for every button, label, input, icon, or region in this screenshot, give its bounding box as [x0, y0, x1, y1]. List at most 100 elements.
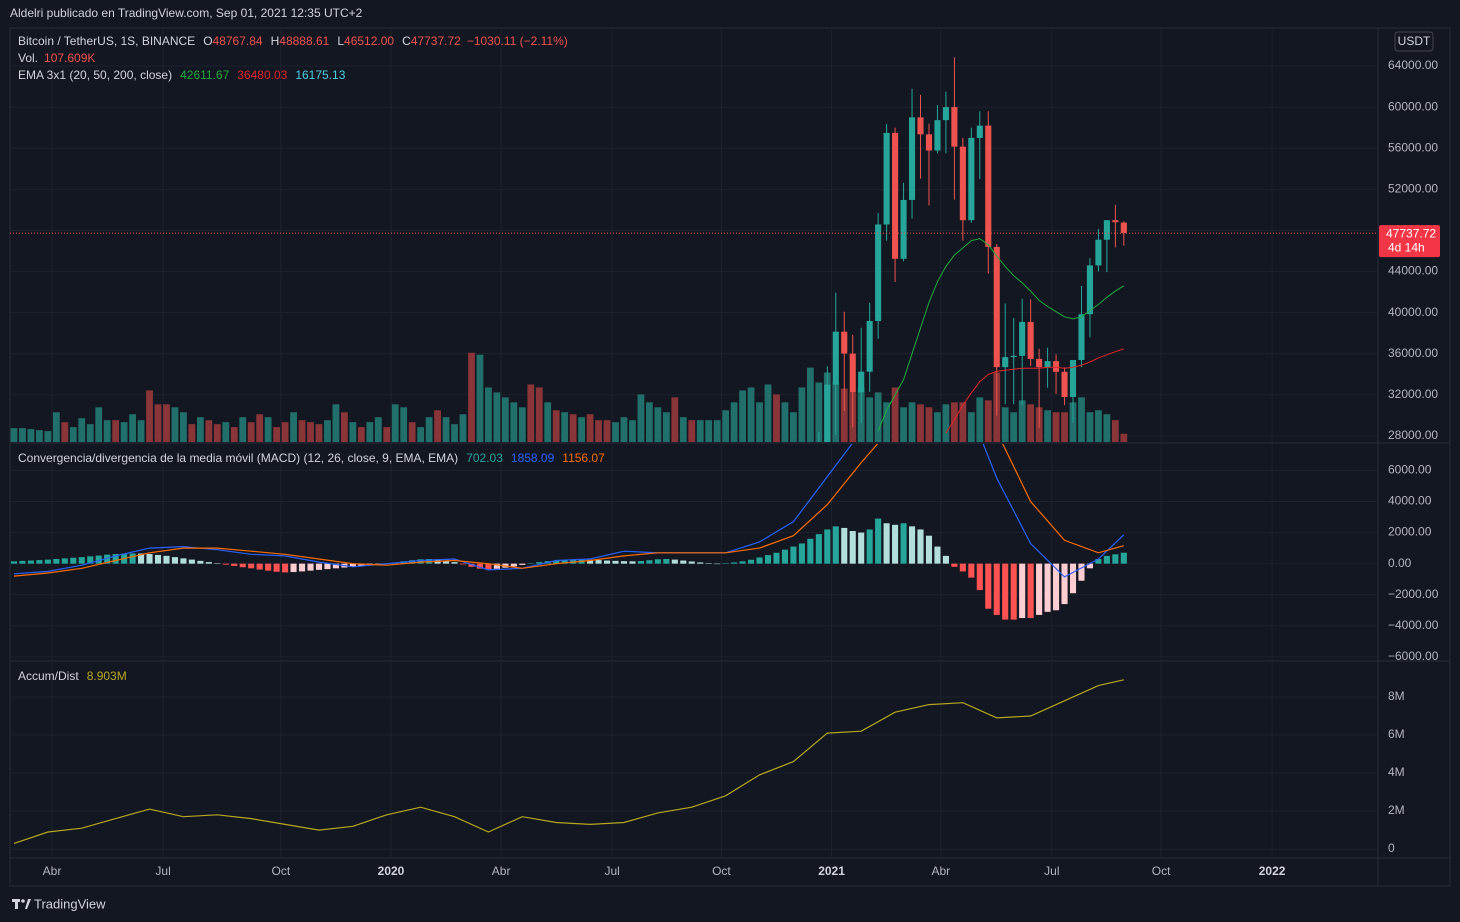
- volume-bar: [154, 404, 162, 442]
- x-tick-label: Jul: [604, 864, 619, 878]
- x-tick-label: Abr: [931, 864, 950, 878]
- y-tick-label: 2000.00: [1388, 525, 1432, 539]
- ema-line: [945, 348, 1124, 434]
- histogram-bar: [222, 563, 229, 565]
- volume-bar: [459, 414, 467, 442]
- histogram-bar: [129, 553, 136, 564]
- legend-key: O: [203, 34, 212, 48]
- ad-title: Accum/Dist: [18, 669, 79, 683]
- histogram-bar: [298, 563, 306, 572]
- price-pane: [10, 57, 1128, 442]
- histogram-bar: [976, 563, 983, 591]
- volume-bar: [942, 404, 950, 442]
- volume-bar: [366, 422, 374, 442]
- histogram-bar: [841, 527, 848, 564]
- macd-legend: Convergencia/divergencia de la media móv…: [18, 451, 605, 465]
- volume-bar: [391, 404, 399, 442]
- y-tick-label: 8M: [1388, 689, 1405, 703]
- volume-bar: [264, 417, 272, 442]
- histogram-bar: [27, 560, 34, 564]
- histogram-bar: [654, 559, 661, 564]
- volume-bar: [1061, 412, 1068, 442]
- candle-body: [1010, 355, 1017, 358]
- volume-bar: [976, 397, 984, 442]
- volume-bar: [205, 420, 213, 442]
- candle-body: [1086, 265, 1093, 315]
- histogram-bar: [637, 561, 644, 564]
- volume-bar: [180, 412, 187, 442]
- y-tick-label: 52000.00: [1388, 182, 1438, 196]
- histogram-bar: [773, 552, 780, 564]
- histogram-bar: [1086, 563, 1093, 569]
- legend-value: 47737.72: [411, 34, 461, 48]
- volume-bar: [324, 420, 331, 442]
- volume-bar: [281, 422, 289, 442]
- y-tick-label: 40000.00: [1388, 305, 1438, 319]
- histogram-bar: [688, 561, 695, 564]
- volume-bar: [451, 424, 458, 442]
- volume-bar: [773, 394, 780, 442]
- volume-bar: [874, 392, 882, 442]
- ema-value: 42611.67: [180, 68, 229, 82]
- volume-bar: [349, 422, 357, 442]
- histogram-bar: [417, 559, 424, 564]
- histogram-bar: [612, 560, 619, 564]
- histogram-bar: [214, 563, 221, 564]
- ema-value: 16175.13: [295, 68, 345, 82]
- volume-bar: [52, 412, 60, 442]
- x-tick-label: 2021: [818, 864, 845, 878]
- volume-bar: [425, 417, 433, 442]
- histogram-bar: [248, 563, 255, 569]
- histogram-bar: [815, 534, 822, 564]
- histogram-bar: [705, 563, 712, 564]
- candle-body: [1053, 361, 1060, 372]
- ad-line: [13, 679, 1124, 844]
- histogram-bar: [146, 554, 153, 564]
- volume-bar: [19, 428, 26, 442]
- volume-bar: [230, 427, 238, 442]
- volume-value: 107.609K: [44, 51, 95, 65]
- histogram-bar: [1002, 563, 1009, 620]
- volume-bar: [696, 420, 704, 442]
- histogram-bar: [256, 563, 263, 570]
- histogram-bar: [629, 561, 636, 564]
- volume-bar: [756, 402, 763, 442]
- volume-bar: [967, 412, 975, 442]
- histogram-bar: [188, 559, 195, 564]
- volume-bar: [959, 402, 967, 442]
- volume-bar: [739, 390, 746, 442]
- histogram-bar: [349, 563, 356, 567]
- ema-label: EMA 3x1 (20, 50, 200, close): [18, 68, 172, 82]
- volume-bar: [103, 420, 111, 442]
- volume-bar: [307, 422, 314, 442]
- histogram-bar: [875, 518, 882, 564]
- legend-key: L: [337, 34, 344, 48]
- volume-bar: [951, 402, 958, 442]
- volume-bar: [730, 402, 738, 442]
- histogram-bar: [485, 563, 492, 570]
- volume-bar: [501, 397, 509, 442]
- volume-bar: [552, 410, 560, 442]
- last-price-label: 47737.72: [1386, 226, 1436, 240]
- histogram-bar: [756, 557, 763, 564]
- currency-button[interactable]: [1394, 31, 1434, 52]
- volume-bar: [578, 417, 586, 442]
- volume-bar: [383, 427, 391, 442]
- histogram-bar: [968, 563, 975, 578]
- volume-bar: [790, 412, 797, 442]
- y-tick-label: −4000.00: [1388, 618, 1439, 632]
- volume-bar: [747, 387, 755, 442]
- volume-bar: [468, 352, 475, 442]
- volume-bar: [476, 354, 484, 442]
- volume-label: Vol.: [18, 51, 38, 65]
- volume-bar: [561, 412, 569, 442]
- volume-bar: [671, 397, 679, 442]
- volume-bar: [527, 384, 535, 442]
- volume-bar: [883, 402, 891, 442]
- histogram-bar: [1078, 563, 1085, 581]
- histogram-bar: [722, 563, 729, 564]
- volume-bar: [1001, 407, 1009, 442]
- volume-bar: [120, 422, 128, 442]
- candle-body: [1044, 361, 1051, 368]
- volume-bar: [806, 367, 814, 442]
